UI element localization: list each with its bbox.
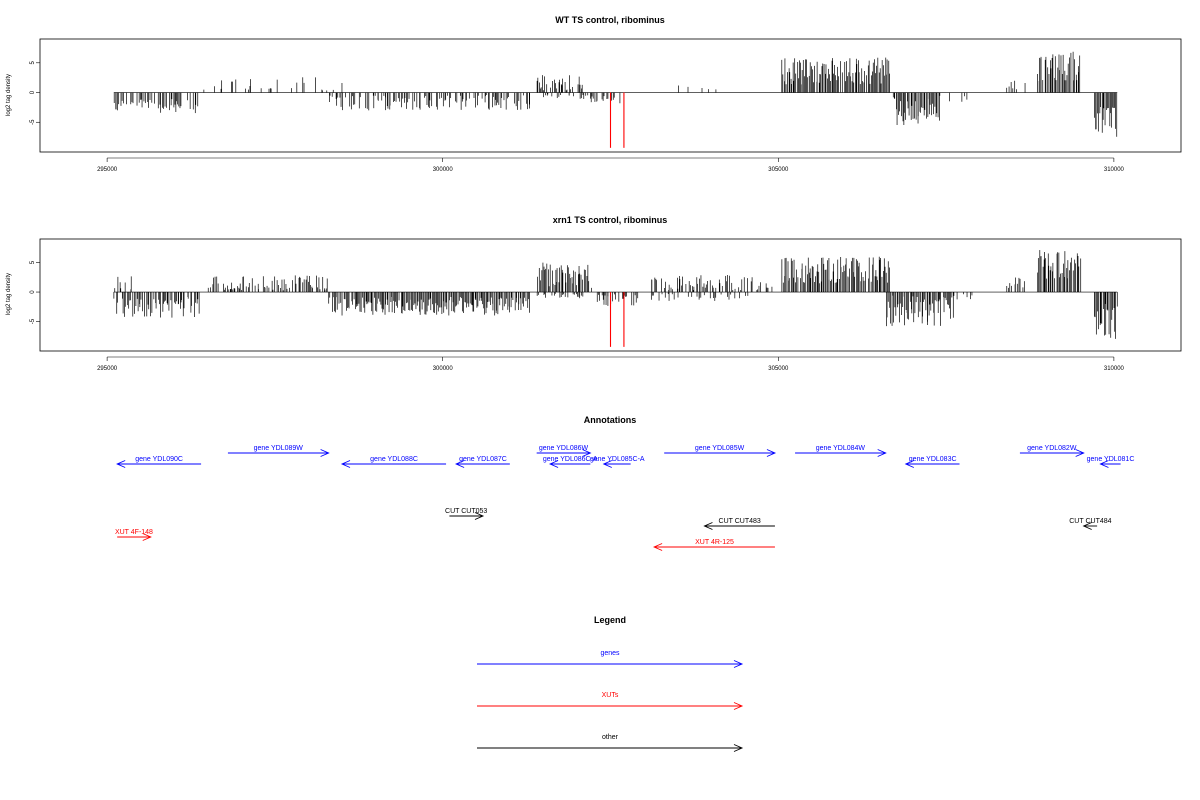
feature-arrow-head — [703, 522, 713, 530]
y-tick-label: 5 — [30, 260, 36, 264]
coverage-bars — [113, 51, 1118, 148]
feature-arrow-head — [548, 460, 559, 468]
feature-label: gene YDL084W — [816, 445, 866, 452]
feature-arrow-head — [904, 460, 914, 468]
panel-title: WT TS control, ribominus — [555, 15, 665, 25]
legend-label: XUTs — [602, 692, 619, 699]
annotation-feature: XUT 4F-148 — [115, 529, 153, 541]
legend-items: genes XUTs other — [477, 650, 744, 752]
feature-arrow-head — [766, 449, 777, 457]
legend-item: other — [477, 734, 744, 752]
legend-item: genes — [477, 650, 744, 668]
annotation-feature: gene YDL087C — [455, 456, 510, 468]
annotation-feature: gene YDL083C — [904, 456, 960, 468]
legend-arrow-head — [733, 744, 744, 752]
x-tick-label: 310000 — [1104, 366, 1125, 372]
annotation-feature: gene YDL089W — [227, 445, 330, 457]
feature-label: CUT CUT483 — [719, 518, 761, 525]
legend-arrow-head — [733, 702, 744, 710]
feature-arrow-head — [582, 449, 592, 457]
feature-label: gene YDL086W — [539, 445, 589, 452]
plot-frame — [39, 38, 1182, 153]
legend: Legend genes XUTs other — [477, 615, 744, 752]
feature-label: gene YDL087C — [459, 456, 507, 463]
y-tick-label: 0 — [30, 290, 36, 294]
feature-arrow-head — [1082, 522, 1092, 530]
feature-label: gene YDL082W — [1027, 445, 1077, 452]
annotation-feature: CUT CUT484 — [1069, 518, 1112, 530]
annotation-feature: gene YDL088C — [340, 456, 447, 468]
feature-label: gene YDL085C-A — [590, 456, 645, 463]
annotation-feature: gene YDL085W — [664, 445, 777, 457]
x-tick-label: 300000 — [433, 366, 454, 372]
legend-label: genes — [600, 650, 620, 657]
wt-coverage-panel: WT TS control, ribominus log2 tag densit… — [6, 15, 1182, 173]
y-tick-label: 5 — [30, 60, 36, 64]
x-tick-label: 305000 — [768, 366, 789, 372]
feature-arrow-head — [1075, 449, 1085, 457]
feature-label: gene YDL089W — [254, 445, 304, 452]
feature-arrow-head — [116, 460, 126, 468]
feature-arrow-head — [474, 512, 485, 520]
y-axis-label: log2 tag density — [6, 273, 12, 315]
feature-label: gene YDL085W — [695, 445, 745, 452]
feature-arrow-head — [877, 449, 887, 457]
xrn1-coverage-panel: xrn1 TS control, ribominus log2 tag dens… — [6, 215, 1182, 372]
feature-label: XUT 4R-125 — [695, 539, 734, 546]
feature-arrow-head — [653, 543, 663, 551]
annotation-feature: gene YDL082W — [1019, 445, 1085, 457]
annotation-feature: gene YDL090C — [116, 456, 202, 468]
feature-arrow-head — [455, 460, 465, 468]
x-tick-label: 310000 — [1104, 167, 1125, 173]
y-tick-label: -5 — [30, 119, 36, 125]
feature-label: XUT 4F-148 — [115, 529, 153, 536]
feature-label: gene YDL086C-A — [543, 456, 598, 463]
coverage-bars — [113, 250, 1118, 347]
y-tick-label: -5 — [30, 318, 36, 324]
axes: -5 0 5 295000 300000 305000 310000 — [30, 60, 1125, 173]
x-tick-label: 295000 — [97, 167, 118, 173]
feature-arrow-head — [320, 449, 330, 457]
feature-label: gene YDL088C — [370, 456, 418, 463]
plot-frame — [39, 238, 1182, 352]
annotation-feature: XUT 4R-125 — [653, 539, 775, 551]
panel-title: xrn1 TS control, ribominus — [553, 215, 668, 225]
x-tick-label: 300000 — [433, 167, 454, 173]
y-tick-label: 0 — [30, 90, 36, 94]
axes: -5 0 5 295000 300000 305000 310000 — [30, 260, 1125, 372]
feature-label: CUT CUT484 — [1069, 518, 1111, 525]
feature-label: gene YDL083C — [909, 456, 957, 463]
x-tick-label: 295000 — [97, 366, 118, 372]
annotation-feature: CUT CUT053 — [445, 508, 487, 520]
feature-arrow-head — [142, 533, 152, 541]
x-tick-label: 305000 — [768, 167, 789, 173]
feature-arrow-head — [1099, 460, 1109, 468]
feature-arrow-head — [602, 460, 612, 468]
feature-label: CUT CUT053 — [445, 508, 487, 515]
annotation-feature: gene YDL086C-A — [543, 456, 598, 468]
legend-item: XUTs — [477, 692, 744, 710]
y-axis-label: log2 tag density — [6, 74, 12, 116]
legend-title: Legend — [594, 615, 626, 625]
annotation-feature: gene YDL085C-A — [590, 456, 645, 468]
feature-label: gene YDL090C — [135, 456, 183, 463]
annotation-features: gene YDL090C gene YDL089W gene YDL088C gene… — [115, 445, 1134, 551]
annotation-feature: CUT CUT483 — [703, 518, 775, 530]
annotations-title: Annotations — [584, 415, 637, 425]
legend-label: other — [602, 734, 619, 741]
legend-arrow-head — [733, 660, 744, 668]
feature-arrow-head — [340, 460, 351, 468]
annotation-feature: gene YDL084W — [795, 445, 887, 457]
feature-label: gene YDL081C — [1087, 456, 1135, 463]
annotation-feature: gene YDL081C — [1087, 456, 1135, 468]
annotation-feature: gene YDL086W — [536, 445, 592, 457]
